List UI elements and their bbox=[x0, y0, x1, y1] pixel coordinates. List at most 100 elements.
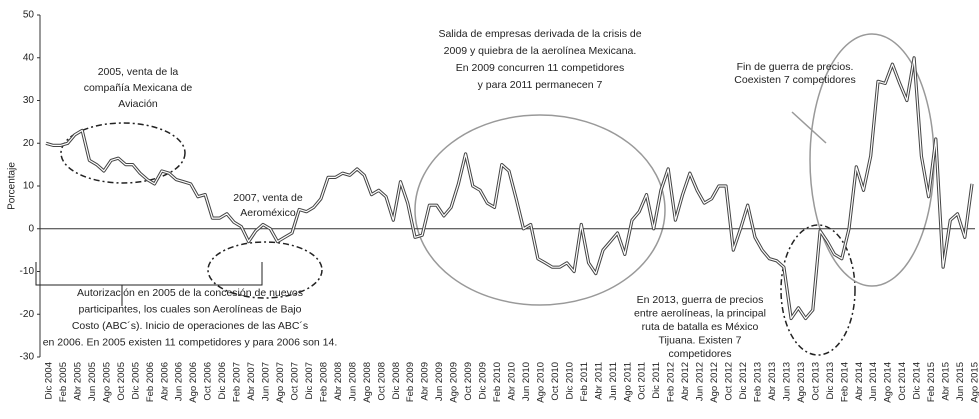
y-tick-label: 30 bbox=[23, 95, 35, 106]
x-tick-label: Oct 2012 bbox=[724, 362, 735, 401]
x-tick-label: Abr 2013 bbox=[767, 362, 778, 401]
x-tick-label: Feb 2009 bbox=[405, 362, 416, 402]
x-tick-label: Ago 2013 bbox=[796, 362, 807, 403]
y-tick-label: -20 bbox=[20, 309, 35, 320]
x-tick-label: Feb 2015 bbox=[926, 362, 937, 402]
x-tick-label: Dic 2014 bbox=[912, 362, 923, 400]
x-tick-label: Ago 2014 bbox=[883, 362, 894, 403]
x-tick-label: Oct 2011 bbox=[637, 362, 648, 400]
x-tick-label: Ago 2011 bbox=[622, 362, 633, 402]
x-tick-label: Jun 2014 bbox=[868, 362, 879, 401]
x-tick-label: Abr 2008 bbox=[333, 362, 344, 401]
annotation: 2009 y quiebra de la aerolínea Mexicana. bbox=[444, 45, 637, 57]
ellipse bbox=[60, 122, 186, 184]
x-tick-label: Feb 2013 bbox=[752, 362, 763, 402]
x-tick-label: Ago 2012 bbox=[709, 362, 720, 403]
y-tick-label: 40 bbox=[23, 52, 35, 63]
annotation: 2005, venta de la bbox=[98, 66, 179, 78]
y-axis-label: Porcentaje bbox=[7, 162, 18, 210]
x-tick-label: Dic 2006 bbox=[217, 362, 228, 400]
x-tick-label: Abr 2010 bbox=[507, 362, 518, 401]
annotation: 2007, venta de bbox=[233, 192, 303, 204]
annotation: En 2009 concurren 11 competidores bbox=[456, 62, 625, 74]
y-tick-label: 10 bbox=[23, 181, 35, 192]
annotation: participantes, los cuales son Aerolíneas… bbox=[79, 303, 302, 315]
annotation: competidores bbox=[668, 348, 731, 360]
x-tick-label: Dic 2010 bbox=[564, 362, 575, 400]
annotation: Aeroméxico bbox=[240, 207, 296, 219]
x-tick-label: Abr 2012 bbox=[680, 362, 691, 401]
annotation: Tijuana. Existen 7 bbox=[658, 334, 741, 346]
x-tick-label: Jun 2015 bbox=[955, 362, 966, 401]
x-tick-label: Dic 2013 bbox=[825, 362, 836, 400]
x-tick-label: Ago 2008 bbox=[362, 362, 373, 403]
x-tick-label: Jun 2013 bbox=[781, 362, 792, 401]
annotation: Aviación bbox=[118, 98, 158, 110]
ellipse bbox=[780, 224, 856, 356]
x-tick-label: Abr 2015 bbox=[941, 362, 952, 401]
x-tick-label: Ago 2010 bbox=[535, 362, 546, 403]
x-tick-label: Abr 2007 bbox=[246, 362, 257, 401]
x-tick-label: Feb 2007 bbox=[232, 362, 243, 402]
x-tick-label: Dic 2011 bbox=[651, 362, 662, 399]
annotation: Fin de guerra de precios. bbox=[737, 61, 854, 73]
annotation: y para 2011 permanecen 7 bbox=[478, 79, 603, 91]
x-tick-label: Dic 2004 bbox=[44, 362, 55, 400]
x-tick-label: Abr 2009 bbox=[420, 362, 431, 401]
x-tick-label: Jun 2010 bbox=[521, 362, 532, 401]
annotation: Salida de empresas derivada de la crisis… bbox=[438, 28, 641, 40]
x-tick-label: Oct 2013 bbox=[810, 362, 821, 401]
x-tick-label: Feb 2008 bbox=[318, 362, 329, 402]
annotation: Autorización en 2005 de la concesión de … bbox=[77, 287, 303, 299]
x-tick-label: Dic 2005 bbox=[130, 362, 141, 400]
x-tick-label: Jun 2005 bbox=[87, 362, 98, 401]
x-tick-label: Jun 2008 bbox=[347, 362, 358, 401]
line-outline bbox=[45, 56, 974, 321]
x-tick-label: Feb 2012 bbox=[666, 362, 677, 402]
x-tick-label: Abr 2014 bbox=[854, 362, 865, 401]
x-tick-label: Oct 2006 bbox=[203, 362, 214, 401]
x-tick-label: Oct 2009 bbox=[463, 362, 474, 401]
x-tick-label: Abr 2006 bbox=[159, 362, 170, 401]
connector bbox=[791, 111, 827, 144]
y-tick-label: 20 bbox=[23, 138, 35, 149]
x-tick-label: Jun 2012 bbox=[695, 362, 706, 401]
x-tick-label: Jun 2007 bbox=[261, 362, 272, 401]
ellipse bbox=[207, 241, 323, 299]
x-tick-label: Feb 2011 bbox=[579, 362, 590, 401]
x-tick-label: Abr 2011 bbox=[593, 362, 604, 400]
x-tick-label: Ago 2009 bbox=[449, 362, 460, 403]
x-tick-label: Ago 2005 bbox=[101, 362, 112, 403]
annotation: En 2013, guerra de precios bbox=[637, 294, 764, 306]
x-tick-label: Dic 2012 bbox=[738, 362, 749, 400]
line bbox=[45, 57, 973, 320]
x-tick-label: Dic 2008 bbox=[391, 362, 402, 400]
annotation: Coexisten 7 competidores bbox=[734, 74, 855, 86]
x-tick-label: Feb 2014 bbox=[839, 362, 850, 402]
x-tick-label: Ago 2007 bbox=[275, 362, 286, 403]
x-tick-label: Oct 2010 bbox=[550, 362, 561, 401]
x-tick-label: Feb 2006 bbox=[145, 362, 156, 402]
x-tick-label: Oct 2014 bbox=[897, 362, 908, 401]
x-tick-label: Ago 2006 bbox=[188, 362, 199, 403]
x-tick-label: Jun 2006 bbox=[174, 362, 185, 401]
y-tick-label: -10 bbox=[20, 266, 35, 277]
bracket bbox=[35, 262, 263, 306]
ellipse bbox=[414, 114, 666, 306]
annotation: Costo (ABC´s). Inicio de operaciones de … bbox=[72, 320, 308, 332]
y-tick-label: -30 bbox=[20, 352, 35, 363]
x-tick-label: Oct 2007 bbox=[289, 362, 300, 401]
y-tick-label: 0 bbox=[28, 223, 34, 234]
y-tick-label: 50 bbox=[23, 10, 35, 21]
annotation: compañía Mexicana de bbox=[84, 82, 193, 94]
x-tick-label: Dic 2009 bbox=[478, 362, 489, 400]
x-tick-label: Feb 2005 bbox=[58, 362, 69, 402]
annotation: ruta de batalla es México bbox=[642, 321, 759, 333]
x-tick-label: Oct 2008 bbox=[376, 362, 387, 401]
x-tick-label: Dic 2007 bbox=[304, 362, 315, 400]
x-tick-label: Oct 2005 bbox=[116, 362, 127, 401]
x-tick-label: Jun 2009 bbox=[434, 362, 445, 401]
x-tick-label: Ago 2015 bbox=[970, 362, 979, 403]
